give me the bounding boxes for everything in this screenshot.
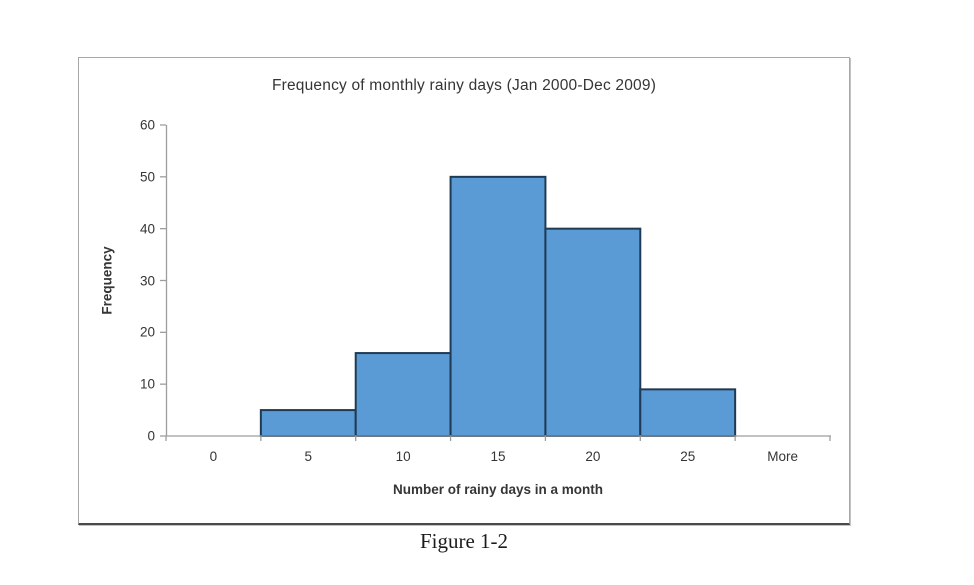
y-tick-label-10: 10 [139, 376, 155, 392]
y-tick-label-40: 40 [139, 221, 155, 237]
bar-15 [449, 175, 547, 437]
x-tick-labels: 0 5 10 15 20 25 More [166, 449, 830, 464]
plot-area [160, 124, 831, 441]
x-tick-label-5: 5 [304, 449, 313, 464]
x-tick-label-25: 25 [680, 449, 696, 464]
x-tick-label-More: More [767, 449, 798, 464]
y-tick-label-30: 30 [139, 273, 155, 288]
histogram-canvas [160, 124, 831, 441]
x-tick-label-0: 0 [209, 449, 218, 464]
bar-25 [639, 388, 737, 438]
y-tick-labels: 0 10 20 30 40 50 60 [79, 118, 155, 444]
bar-20 [544, 227, 642, 437]
bar-5 [259, 409, 357, 438]
x-tick-label-15: 15 [490, 449, 506, 464]
bar-10 [354, 352, 452, 437]
figure-caption: Figure 1-2 [419, 529, 509, 553]
y-tick-label-50: 50 [139, 169, 155, 185]
x-axis-title: Number of rainy days in a month [392, 482, 604, 497]
y-tick-label-60: 60 [139, 117, 155, 133]
y-tick-label-20: 20 [139, 324, 155, 340]
x-tick-label-10: 10 [395, 449, 411, 464]
y-tick-label-0: 0 [147, 428, 155, 444]
chart-frame: Frequency of monthly rainy days (Jan 200… [78, 57, 850, 525]
chart-title: Frequency of monthly rainy days (Jan 200… [271, 77, 657, 94]
x-tick-label-20: 20 [585, 449, 601, 464]
